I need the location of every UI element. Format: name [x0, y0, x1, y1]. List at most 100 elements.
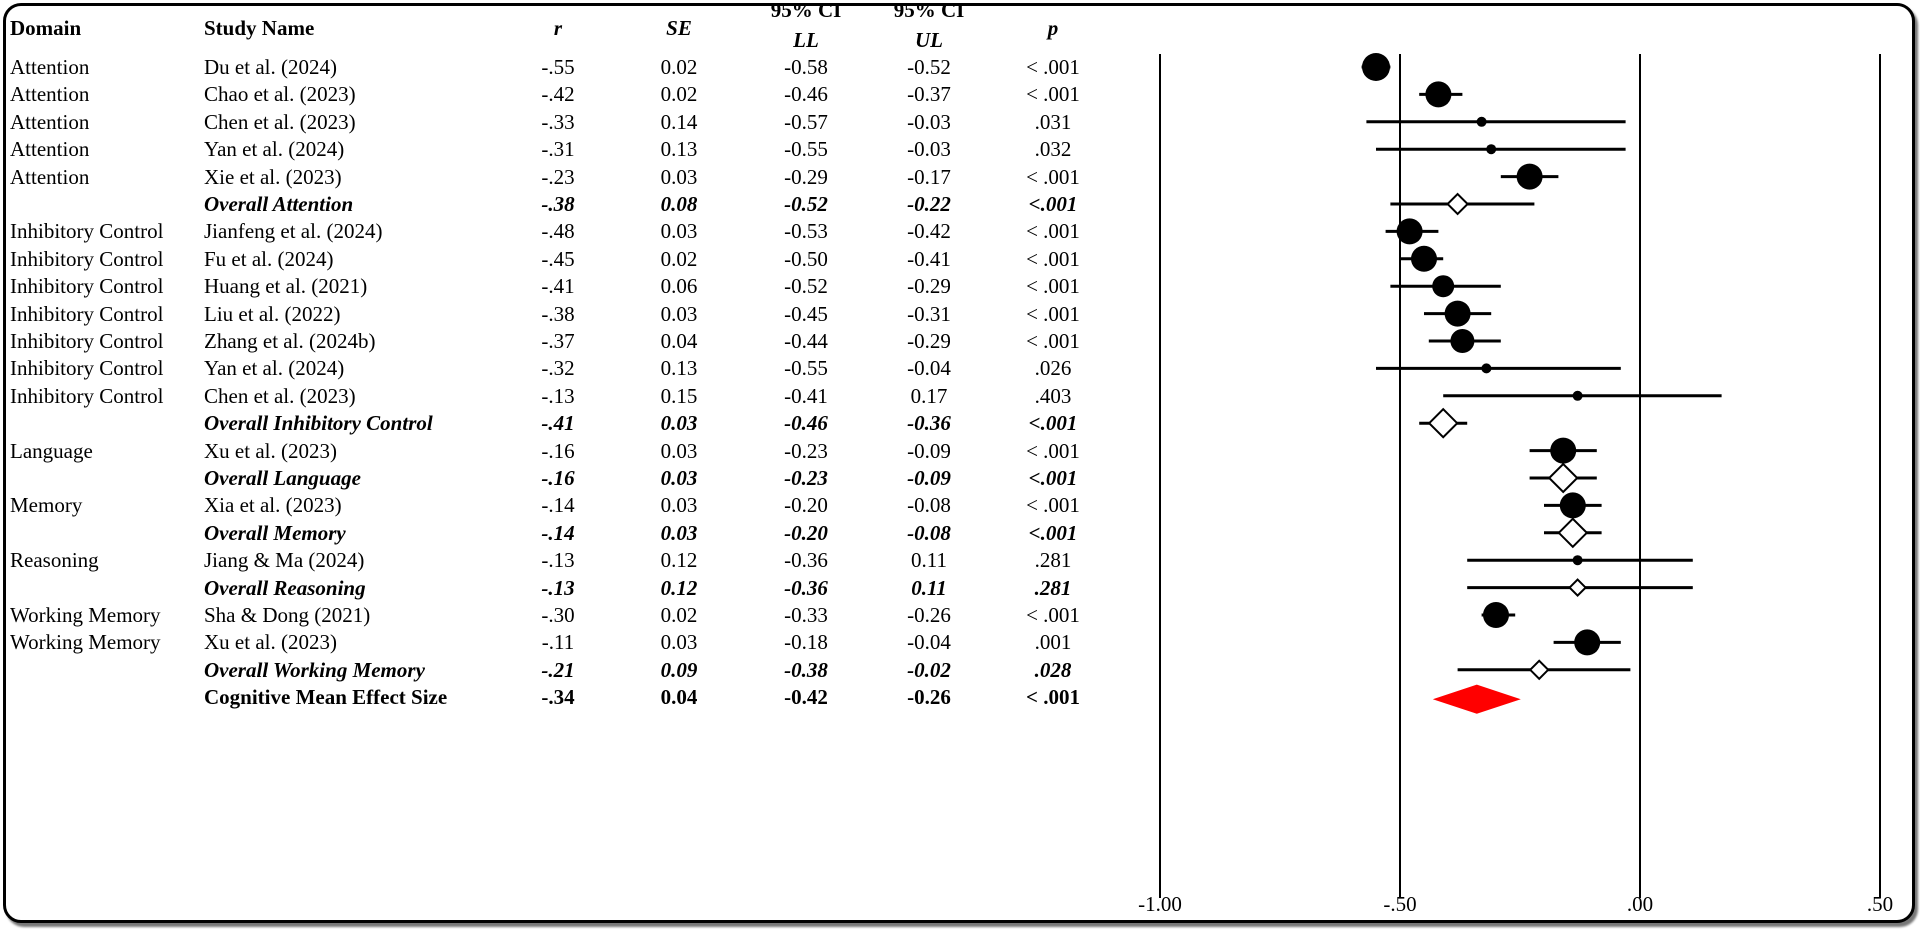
cell-ll: -0.20	[784, 520, 828, 545]
cell-ll: -0.41	[784, 383, 828, 408]
study-point	[1572, 390, 1583, 401]
cell-ll: -0.52	[784, 274, 828, 299]
cell-ul: 0.11	[911, 575, 947, 600]
cell-study: Overall Working Memory	[204, 657, 425, 682]
cell-ll: -0.36	[784, 575, 828, 600]
cell-ll: -0.23	[784, 466, 828, 490]
cell-ll: -0.20	[784, 493, 828, 518]
cell-ul: 0.11	[911, 548, 947, 573]
cell-ul: -0.31	[907, 301, 951, 326]
study-point	[1476, 116, 1487, 127]
cell-r: -.41	[541, 274, 575, 299]
study-point	[1481, 363, 1492, 374]
cell-se: 0.12	[660, 575, 698, 600]
cell-se: 0.13	[660, 356, 698, 381]
cell-ul: -0.04	[907, 356, 951, 381]
study-point	[1432, 275, 1455, 298]
cell-study: Jianfeng et al. (2024)	[204, 219, 383, 244]
cell-domain: Working Memory	[10, 630, 161, 655]
cell-r: -.13	[541, 548, 575, 573]
cell-ll: -0.55	[784, 356, 828, 381]
cell-p: <.001	[1028, 411, 1078, 436]
cell-ul: -0.37	[907, 82, 951, 107]
forest-plot: -1.00 -.50 .00 .50	[1138, 53, 1893, 916]
cell-se: 0.03	[660, 466, 698, 490]
cell-se: 0.03	[660, 164, 698, 189]
cell-p: <.001	[1028, 466, 1078, 490]
cell-p: < .001	[1026, 438, 1080, 463]
cell-ul: -0.08	[907, 520, 951, 545]
header-ll: LL	[793, 28, 819, 52]
cell-domain: Attention	[10, 109, 90, 134]
subgroup-diamond	[1528, 659, 1550, 681]
header-study-name: Study Name	[204, 16, 315, 40]
cell-r: -.21	[541, 657, 575, 682]
cell-ll: -0.18	[784, 630, 828, 655]
cell-r: -.14	[541, 493, 575, 518]
cell-se: 0.08	[660, 192, 698, 216]
cell-p: .281	[1034, 575, 1072, 600]
study-point	[1483, 602, 1509, 628]
cell-r: -.13	[541, 383, 575, 408]
x-tick-label: .50	[1867, 892, 1893, 916]
cell-domain: Reasoning	[10, 548, 99, 573]
cell-domain: Inhibitory Control	[10, 274, 164, 299]
study-point	[1362, 53, 1390, 81]
cell-r: -.55	[541, 55, 575, 79]
subgroup-diamond	[1557, 517, 1589, 549]
cell-se: 0.03	[660, 219, 698, 244]
cell-domain: Inhibitory Control	[10, 329, 164, 353]
cell-ul: -0.42	[907, 219, 951, 244]
study-point	[1486, 144, 1497, 155]
cell-r: -.42	[541, 82, 575, 107]
cell-study: Chen et al. (2023)	[204, 383, 356, 408]
cell-p: < .001	[1026, 329, 1080, 353]
cell-ul: -0.22	[907, 192, 951, 216]
cell-domain: Language	[10, 438, 93, 463]
cell-study: Overall Attention	[204, 192, 354, 216]
x-tick-label: -1.00	[1138, 892, 1182, 916]
cell-p: .403	[1034, 383, 1072, 408]
cell-se: 0.09	[660, 657, 698, 682]
cell-ll: -0.23	[784, 438, 828, 463]
cell-study: Du et al. (2024)	[204, 55, 337, 79]
cell-domain: Attention	[10, 82, 90, 107]
cell-ul: -0.04	[907, 630, 951, 655]
study-point	[1559, 492, 1586, 519]
cell-se: 0.13	[660, 137, 698, 162]
cell-study: Xu et al. (2023)	[204, 438, 337, 463]
study-point	[1444, 300, 1471, 327]
cell-se: 0.03	[660, 493, 698, 518]
cell-se: 0.04	[660, 685, 698, 710]
cell-study: Cognitive Mean Effect Size	[204, 685, 448, 710]
cell-ll: -0.44	[784, 329, 828, 353]
study-point	[1574, 629, 1601, 656]
cell-r: -.16	[541, 466, 575, 490]
cell-ll: -0.53	[784, 219, 828, 244]
cell-se: 0.06	[660, 274, 698, 299]
cell-se: 0.12	[660, 548, 698, 573]
cell-p: < .001	[1026, 685, 1080, 710]
cell-p: .032	[1034, 137, 1072, 162]
study-point	[1450, 329, 1475, 353]
forest-plot-figure: Domain Study Name r SE 95% CI LL 95% CI …	[3, 3, 1915, 923]
cell-se: 0.03	[660, 630, 698, 655]
cell-p: <.001	[1028, 520, 1078, 545]
cell-ul: -0.41	[907, 246, 951, 271]
cell-study: Liu et al. (2022)	[204, 301, 341, 326]
cell-ul: -0.26	[907, 603, 951, 627]
cell-ul: -0.09	[907, 466, 951, 490]
cell-ul: -0.03	[907, 137, 951, 162]
header-ci-ll-top: 95% CI	[770, 3, 842, 22]
cell-r: -.23	[541, 164, 575, 189]
cell-ll: -0.38	[784, 657, 828, 682]
cell-ul: -0.26	[907, 685, 951, 710]
cell-domain: Attention	[10, 55, 90, 79]
cell-ul: -0.52	[907, 55, 951, 79]
cell-p: .028	[1034, 657, 1072, 682]
cell-ul: -0.02	[907, 657, 951, 682]
cell-domain: Inhibitory Control	[10, 356, 164, 381]
cell-p: < .001	[1026, 274, 1080, 299]
cell-ll: -0.45	[784, 301, 828, 326]
cell-p: .281	[1034, 548, 1072, 573]
